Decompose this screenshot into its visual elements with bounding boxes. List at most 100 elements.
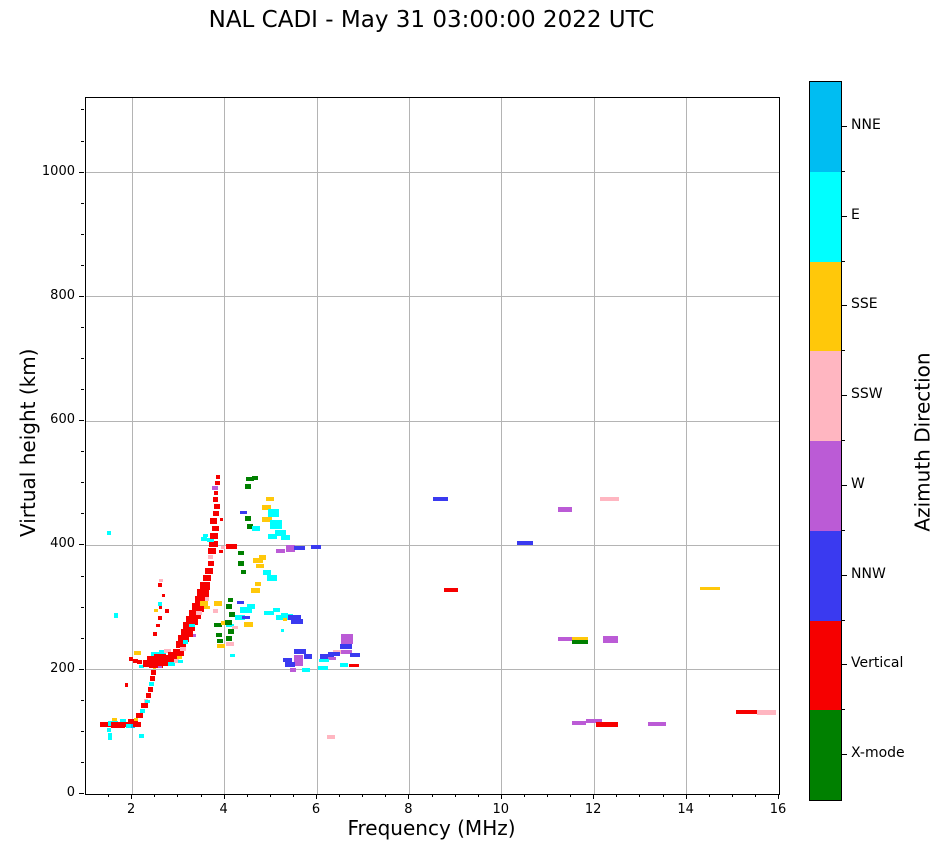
data-point-W	[276, 548, 285, 554]
data-point-SSW	[220, 545, 225, 549]
x-major-tick	[500, 794, 502, 799]
data-point-E	[106, 728, 112, 732]
data-point-W	[558, 637, 573, 642]
data-point-E	[339, 662, 348, 667]
y-major-tick	[79, 668, 84, 670]
y-minor-tick	[81, 202, 84, 204]
colorbar-category-label: Vertical	[851, 655, 904, 672]
data-point-Vertical	[203, 575, 211, 582]
data-point-E	[280, 613, 289, 617]
x-tick-label: 16	[769, 802, 787, 817]
data-point-Vertical	[348, 663, 360, 668]
colorbar-category-label: NNE	[851, 116, 881, 133]
x-minor-tick	[616, 794, 618, 797]
colorbar-segment-Vertical	[810, 620, 841, 711]
data-point-Vertical	[135, 713, 144, 719]
x-minor-tick	[754, 794, 756, 797]
data-point-NNW	[320, 653, 335, 659]
data-point-SSW	[600, 496, 619, 501]
data-point-E	[119, 719, 127, 724]
data-point-E	[182, 639, 189, 644]
data-point-E	[226, 623, 234, 628]
y-minor-tick	[81, 513, 84, 515]
y-gridline	[86, 296, 779, 298]
data-point-SSE	[134, 717, 138, 721]
y-tick-label: 200	[50, 660, 75, 676]
data-point-E	[167, 662, 176, 666]
data-point-Vertical	[156, 658, 173, 666]
y-gridline	[86, 544, 779, 546]
data-point-X	[226, 604, 233, 610]
x-minor-tick	[477, 794, 479, 797]
x-minor-tick	[570, 794, 572, 797]
data-point-Vertical	[161, 593, 166, 597]
data-point-Vertical	[153, 653, 166, 661]
x-gridline	[686, 98, 688, 794]
colorbar-category-label: SSE	[851, 296, 878, 313]
x-gridline	[501, 98, 503, 794]
data-point-NNW	[239, 510, 248, 515]
data-point-Vertical	[212, 497, 218, 502]
data-point-SSW	[207, 555, 214, 560]
colorbar-boundary-tick	[842, 260, 845, 262]
data-point-SSW	[231, 625, 238, 630]
x-minor-tick	[431, 794, 433, 797]
data-point-Vertical	[205, 567, 213, 574]
data-point-Vertical	[219, 518, 224, 522]
data-point-SSW	[174, 659, 179, 663]
data-point-Vertical	[213, 491, 219, 496]
data-point-SSW	[159, 579, 164, 583]
data-point-E	[202, 533, 209, 538]
y-minor-tick	[81, 326, 84, 328]
data-point-E	[125, 724, 135, 729]
data-point-E	[301, 667, 311, 672]
data-point-NNW	[283, 657, 292, 662]
data-point-Vertical	[215, 474, 221, 480]
data-point-E	[272, 607, 281, 613]
colorbar-category-label: E	[851, 206, 860, 223]
x-axis-label: Frequency (MHz)	[347, 816, 516, 840]
x-minor-tick	[154, 794, 156, 797]
x-tick-label: 6	[311, 802, 321, 817]
data-point-Vertical	[178, 634, 190, 643]
y-minor-tick	[81, 233, 84, 235]
data-point-SSE	[217, 643, 225, 649]
data-point-E	[262, 570, 272, 576]
data-point-SSW	[179, 647, 187, 652]
x-minor-tick	[547, 794, 548, 797]
x-gridline	[778, 98, 779, 794]
data-point-Vertical	[111, 722, 126, 728]
data-point-Vertical	[149, 662, 164, 669]
data-point-X	[227, 597, 234, 603]
data-point-SSE	[699, 587, 721, 591]
data-point-Vertical	[176, 640, 187, 648]
data-point-Vertical	[146, 656, 159, 664]
data-point-W	[586, 719, 603, 724]
data-point-E	[106, 530, 112, 536]
data-point-Vertical	[197, 588, 210, 598]
data-point-X	[252, 475, 259, 480]
data-point-Vertical	[736, 709, 757, 715]
data-point-X	[247, 524, 254, 530]
data-point-X	[572, 639, 589, 644]
data-point-E	[280, 629, 285, 633]
data-point-NNW	[340, 643, 353, 649]
data-point-E	[139, 708, 146, 713]
data-point-Vertical	[133, 658, 138, 664]
data-point-NNW	[294, 545, 305, 551]
data-point-NNW	[237, 600, 245, 605]
data-point-X	[238, 550, 245, 556]
data-point-Vertical	[148, 687, 153, 692]
x-minor-tick	[339, 794, 341, 797]
data-point-X	[227, 628, 234, 634]
x-tick-label: 12	[584, 802, 602, 817]
data-point-NNW	[432, 496, 448, 501]
x-major-tick	[685, 794, 687, 799]
data-point-E	[275, 615, 288, 620]
colorbar-tick	[842, 125, 847, 127]
data-point-X	[228, 611, 235, 617]
data-point-X	[246, 476, 254, 482]
data-point-Vertical	[189, 610, 202, 619]
data-point-Vertical	[215, 481, 220, 486]
data-point-Vertical	[194, 596, 207, 606]
